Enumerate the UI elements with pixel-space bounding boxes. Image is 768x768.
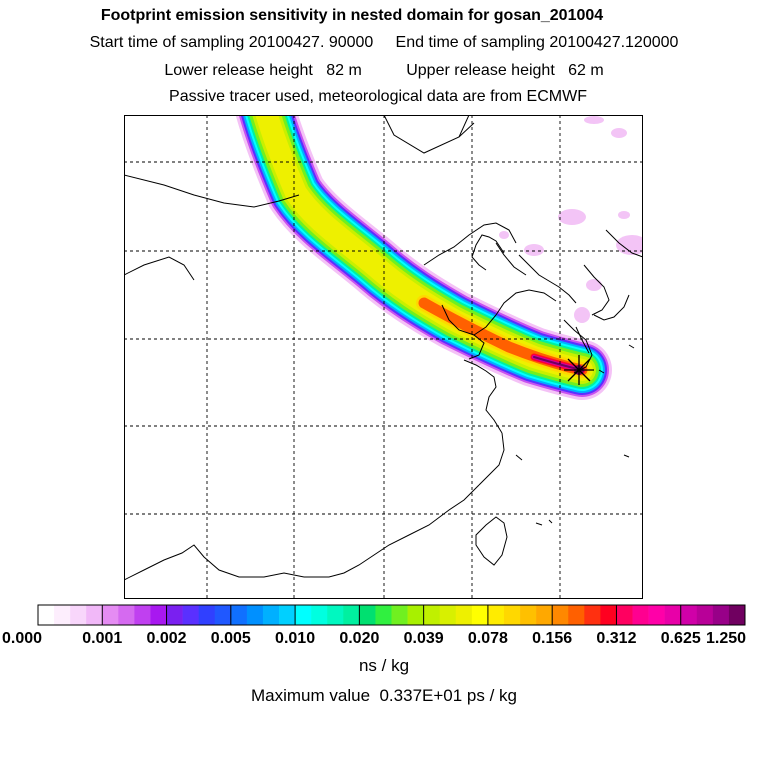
colorbar-cell (728, 605, 746, 625)
colorbar-cell (54, 605, 71, 625)
colorbar-cell (166, 605, 183, 625)
colorbar-tick-label: 0.156 (532, 630, 573, 647)
receptor-marker (564, 355, 594, 385)
colorbar-cell (343, 605, 360, 625)
sensitivity-patch (586, 279, 602, 291)
colorbar-cell (552, 605, 569, 625)
colorbar-cell (198, 605, 216, 625)
colorbar-tick-label: 0.002 (146, 630, 187, 647)
colorbar-cell (503, 605, 521, 625)
sensitivity-patch (616, 235, 643, 255)
colorbar-cell (262, 605, 280, 625)
colorbar-cell (214, 605, 232, 625)
colorbar-cell (584, 605, 601, 625)
colorbar-cell (455, 605, 473, 625)
colorbar-cell (632, 605, 649, 625)
colorbar-cell (246, 605, 264, 625)
footprint-map (124, 115, 643, 599)
colorbar-cell (70, 605, 87, 625)
colorbar-border (37, 604, 746, 626)
colorbar-tick-label: 0.625 (660, 630, 701, 647)
sensitivity-patch (574, 307, 590, 323)
colorbar-tick-label: 0.001 (82, 630, 123, 647)
title-line-4: Passive tracer used, meteorological data… (169, 88, 587, 105)
colorbar-tick-label: 0.000 (1, 630, 43, 647)
colorbar-cell (600, 605, 617, 625)
title-line-1: Footprint emission sensitivity in nested… (100, 7, 604, 24)
colorbar-cell (359, 605, 376, 625)
colorbar-cell (327, 605, 344, 625)
colorbar-cell (230, 605, 248, 625)
colorbar-cell (423, 605, 441, 625)
sensitivity-patches (499, 116, 643, 323)
colorbar-cell (279, 605, 296, 625)
graticule (124, 115, 643, 599)
colorbar-cell (86, 605, 103, 625)
sensitivity-patch (558, 209, 586, 225)
colorbar-cell (520, 605, 537, 625)
colorbar-cell (295, 605, 312, 625)
colorbar-unit-label: ns / kg (358, 656, 410, 675)
emission-plume (235, 115, 612, 400)
colorbar-cell (38, 605, 55, 625)
colorbar-cell (375, 605, 392, 625)
colorbar-cell (134, 605, 151, 625)
colorbar-cell (102, 605, 119, 625)
colorbar-cell (664, 605, 682, 625)
colorbar-cell (150, 605, 167, 625)
sensitivity-patch (611, 128, 627, 138)
colorbar-cell (696, 605, 714, 625)
title-line-3: Lower release height 82 m Upper release … (164, 62, 604, 79)
colorbar-tick-label: 0.312 (596, 630, 637, 647)
colorbar-cell (616, 605, 633, 625)
colorbar-tick-label: 0.010 (275, 630, 316, 647)
colorbar-cell (118, 605, 135, 625)
sensitivity-patch (524, 244, 544, 256)
colorbar-cell (439, 605, 457, 625)
colorbar-tick-label: 1.250 (705, 630, 747, 647)
colorbar-tick-label: 0.020 (339, 630, 380, 647)
sensitivity-patch (499, 231, 509, 239)
colorbar-cell (568, 605, 585, 625)
coastlines (124, 115, 643, 581)
colorbar-cell (391, 605, 408, 625)
colorbar-cell (536, 605, 553, 625)
color-scale-bar (37, 604, 746, 626)
sensitivity-patch (584, 116, 604, 124)
title-line-2: Start time of sampling 20100427. 90000 E… (89, 34, 679, 51)
colorbar-tick-label: 0.078 (467, 630, 508, 647)
colorbar-cell (487, 605, 505, 625)
sensitivity-patch (618, 211, 630, 219)
colorbar-cell (182, 605, 199, 625)
colorbar-cell (680, 605, 698, 625)
colorbar-cell (648, 605, 665, 625)
colorbar-cell (712, 605, 730, 625)
colorbar-cell (407, 605, 424, 625)
colorbar-cell (471, 605, 489, 625)
maximum-value-label: Maximum value 0.337E+01 ps / kg (251, 686, 517, 705)
colorbar-tick-label: 0.005 (210, 630, 251, 647)
colorbar-tick-label: 0.039 (403, 630, 444, 647)
colorbar-cell (311, 605, 328, 625)
